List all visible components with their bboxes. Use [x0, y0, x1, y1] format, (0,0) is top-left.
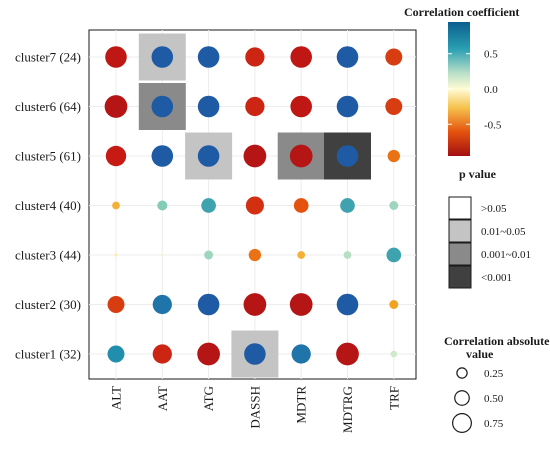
correlation-dot [197, 145, 220, 167]
p-value-key-label: <0.001 [481, 272, 512, 284]
column-label: MDTR [294, 386, 309, 424]
row-label: cluster7 (24) [15, 50, 81, 65]
row-labels: cluster7 (24) cluster6 (64) cluster5 (61) c… [15, 50, 81, 362]
correlation-dot [386, 247, 402, 263]
correlation-dot [297, 251, 306, 259]
row-label: cluster3 (44) [15, 248, 81, 263]
correlation-dot [204, 250, 214, 260]
correlation-dot [197, 293, 220, 316]
correlation-dot [245, 47, 265, 67]
correlation-dot [336, 293, 359, 316]
p-value-key-label: 0.001~0.01 [481, 249, 531, 261]
p-value-key-swatch [448, 196, 472, 220]
correlation-dot [105, 46, 127, 68]
correlation-dot [160, 253, 164, 257]
correlation-dot [243, 144, 267, 168]
correlation-dot [385, 98, 403, 115]
size-legend-title-line1: Correlation absolute [444, 334, 550, 348]
column-label: DASSH [247, 386, 262, 429]
color-legend-title: Correlation coefficient [404, 5, 519, 19]
p-legend-title: p value [459, 167, 497, 181]
row-label: cluster4 (40) [15, 198, 81, 213]
correlation-dot [151, 95, 174, 118]
size-key-label: 0.50 [484, 393, 504, 405]
column-label: AAT [155, 386, 170, 411]
size-key-circle [452, 413, 472, 433]
row-label: cluster2 (30) [15, 297, 81, 312]
correlation-dot [151, 145, 174, 167]
correlation-dot [290, 46, 312, 68]
correlation-dot [243, 293, 267, 316]
correlation-dot [157, 200, 168, 211]
correlation-dot [114, 253, 118, 257]
correlation-dot [336, 145, 359, 167]
row-label: cluster6 (64) [15, 99, 81, 114]
correlation-dot [197, 46, 220, 68]
correlation-dot [289, 293, 313, 316]
correlation-dot [151, 46, 174, 68]
correlation-dot [336, 342, 359, 366]
size-keys: 0.25 0.50 0.75 [452, 367, 504, 433]
correlation-dot [290, 95, 312, 118]
p-value-keys: >0.05 0.01~0.05 0.001~0.01 <0.001 [448, 196, 531, 289]
p-value-legend: p value >0.05 0.01~0.05 0.001~0.01 <0.001 [448, 167, 531, 289]
correlation-dot [112, 201, 120, 210]
correlation-dot [340, 198, 355, 213]
correlation-dot [387, 149, 400, 163]
correlation-dot [104, 95, 128, 118]
size-legend-title-line2: value [466, 347, 494, 361]
correlation-dot [107, 345, 125, 363]
correlation-dot [248, 248, 262, 262]
correlation-dot [105, 145, 127, 167]
correlation-dot [289, 144, 313, 168]
correlation-dot [245, 96, 265, 117]
p-value-key-swatch [448, 265, 472, 289]
correlation-dot [343, 251, 352, 259]
correlation-dot [291, 344, 311, 364]
column-label: MDTRG [340, 386, 355, 433]
correlation-dot [389, 201, 399, 210]
p-value-key-label: 0.01~0.05 [481, 226, 526, 238]
column-label: TRF [386, 386, 401, 410]
column-label: ATG [201, 386, 216, 411]
p-value-key-swatch [448, 219, 472, 243]
correlation-dot [245, 196, 264, 215]
plot-area: cluster7 (24) cluster6 (64) cluster5 (61) c… [15, 29, 417, 433]
correlation-dot [293, 198, 309, 213]
correlation-dot [197, 342, 220, 366]
size-legend: Correlation absolute value 0.25 0.50 0.75 [444, 334, 550, 433]
correlation-dot [385, 48, 403, 66]
color-bar [448, 22, 470, 156]
color-bar-ticks: 0.5 0.0 -0.5 [448, 49, 502, 131]
column-label: ALT [109, 386, 124, 410]
correlation-dot [336, 95, 359, 118]
correlation-dot [197, 95, 220, 118]
row-label: cluster5 (61) [15, 149, 81, 164]
correlation-dot [389, 300, 399, 309]
correlation-dot [244, 343, 266, 365]
correlation-dot [152, 294, 172, 315]
color-legend: Correlation coefficient 0.5 0.0 -0.5 [404, 5, 519, 156]
color-bar-tick-label: 0.5 [484, 49, 498, 61]
size-key-label: 0.25 [484, 368, 504, 380]
p-value-key-swatch [448, 242, 472, 266]
correlation-dot [201, 198, 216, 213]
correlation-dots [104, 46, 403, 366]
color-bar-tick-label: 0.0 [484, 84, 498, 96]
correlation-dot [336, 46, 359, 68]
row-label: cluster1 (32) [15, 347, 81, 362]
correlation-dot [152, 344, 172, 364]
size-key-circle [454, 390, 470, 406]
p-value-key-label: >0.05 [481, 203, 507, 215]
correlation-dot [390, 350, 398, 358]
size-key-label: 0.75 [484, 418, 504, 430]
correlation-dot [107, 296, 125, 313]
column-labels: ALT AAT ATG DASSH MDTR MDTRG TRF [109, 386, 402, 433]
size-key-circle [456, 367, 468, 379]
color-bar-tick-label: -0.5 [484, 119, 502, 131]
